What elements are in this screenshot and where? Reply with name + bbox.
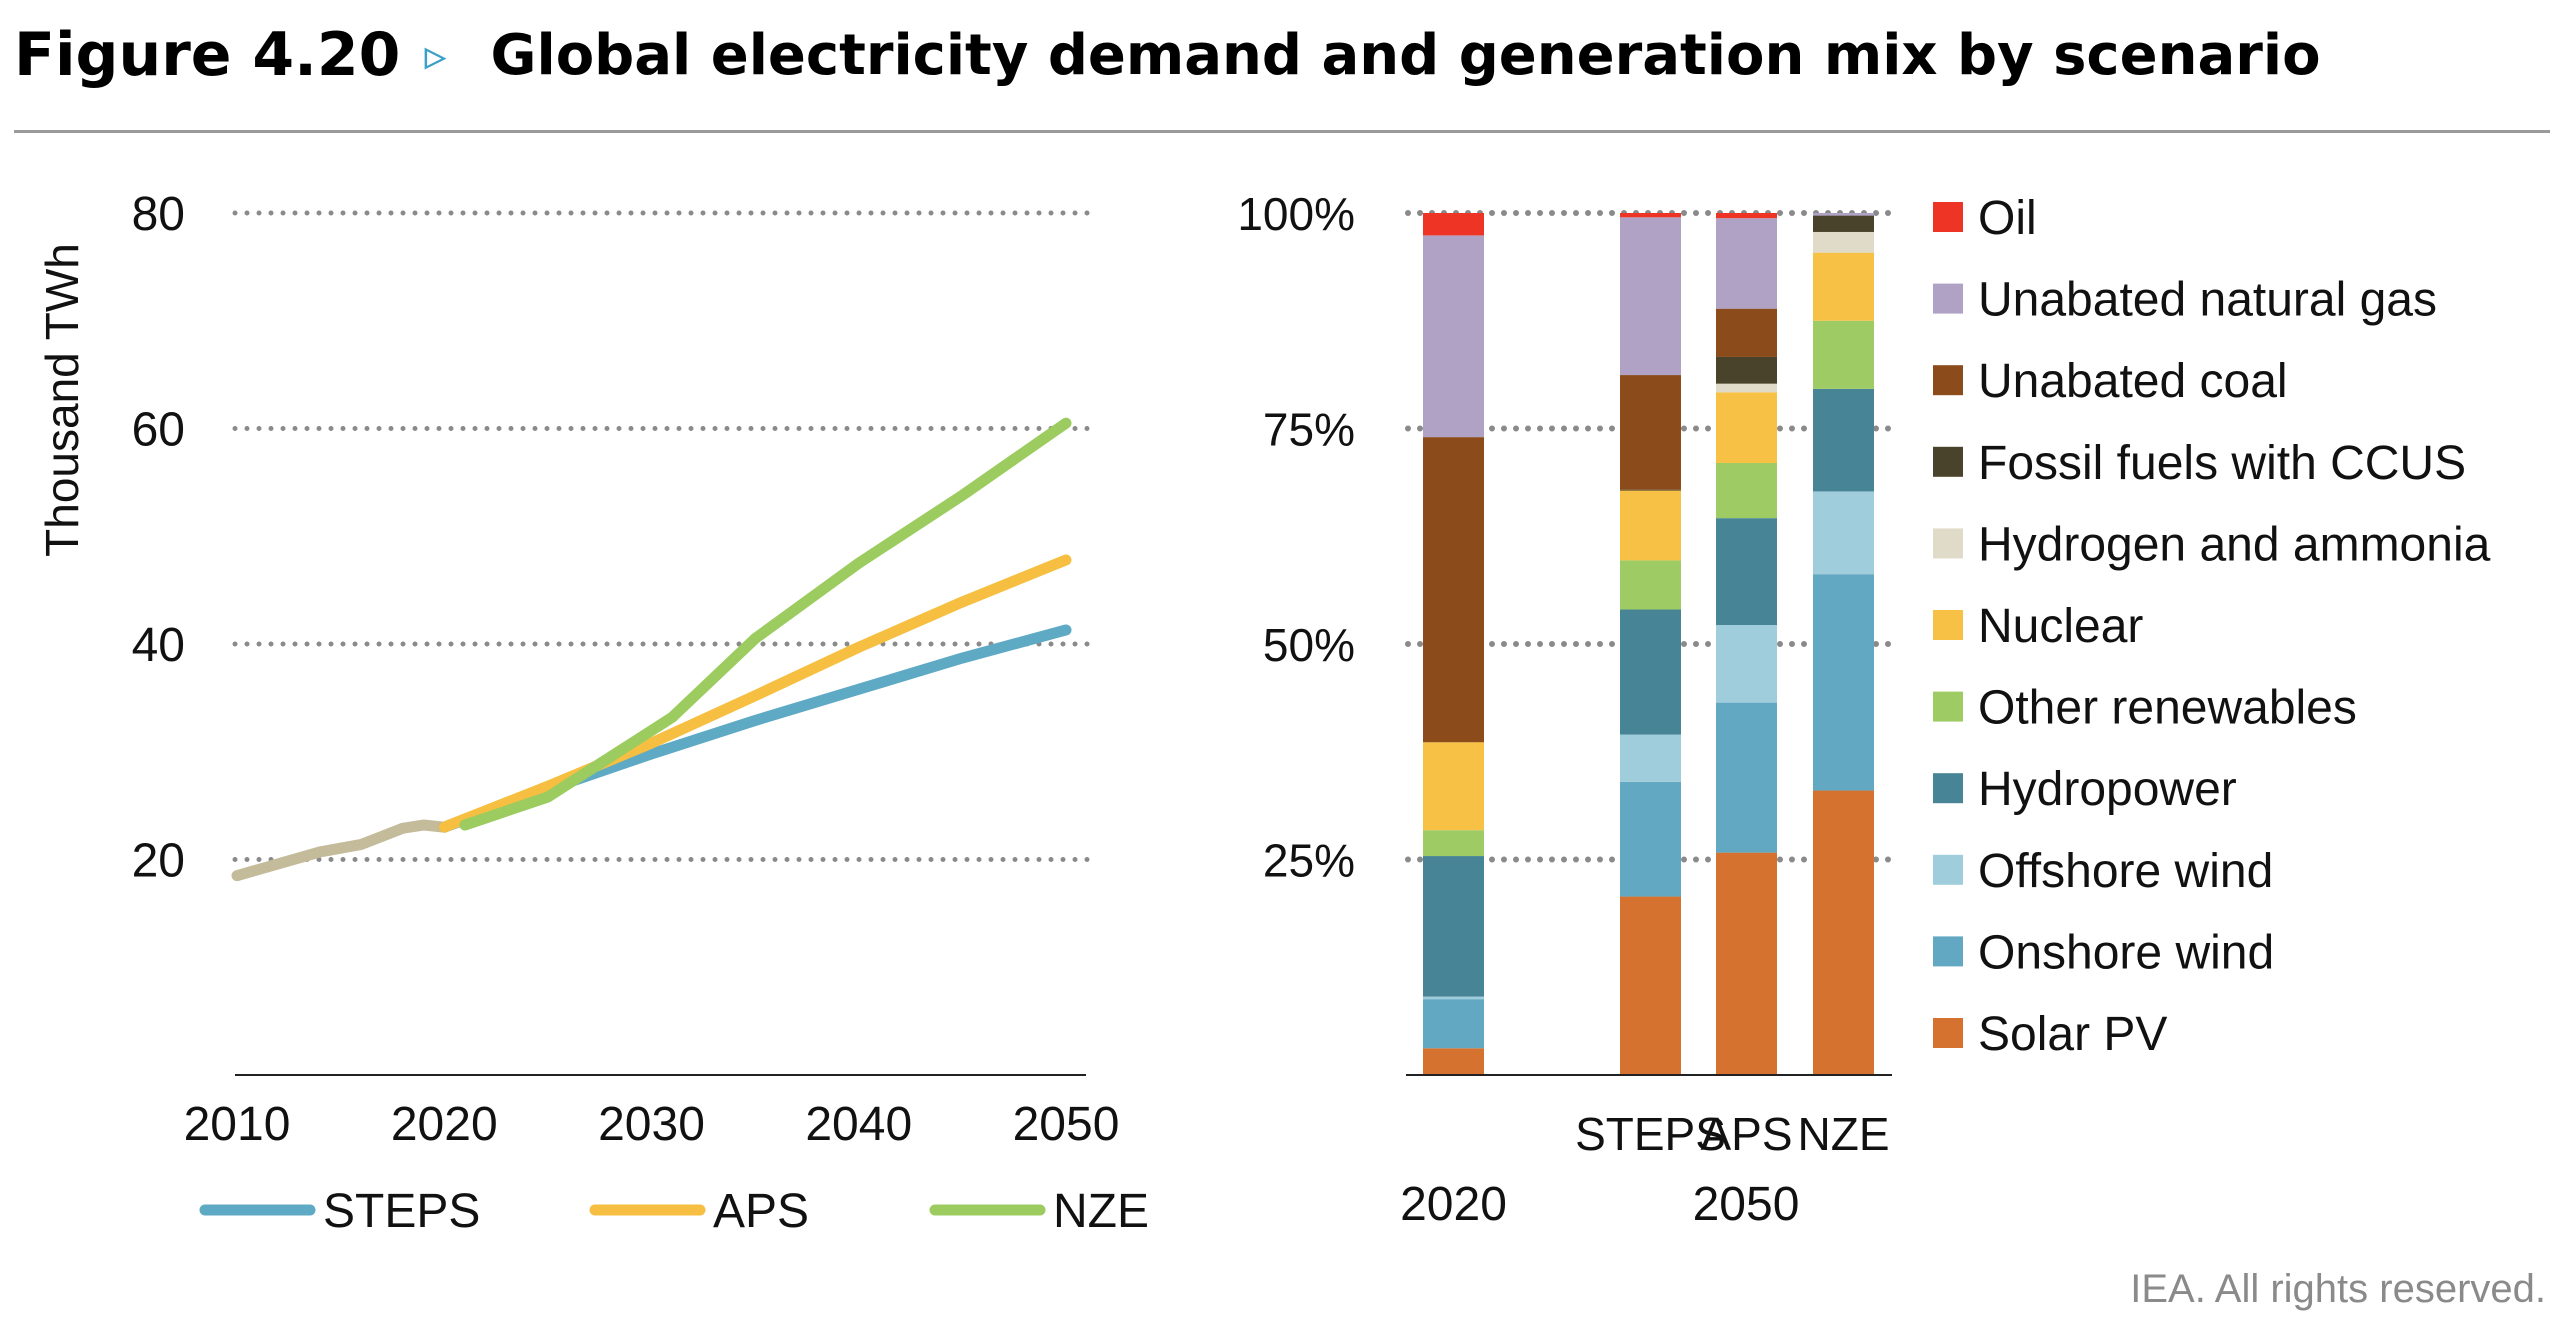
legend-swatch-other-renewables (1933, 691, 1963, 722)
bar-segment-hydropower (1423, 856, 1484, 997)
y-tick-label: 60 (132, 404, 185, 457)
legend-label: Offshore wind (1978, 845, 2273, 898)
bar-segment-nuclear (1813, 252, 1874, 321)
legend-label-nze: NZE (1053, 1185, 1149, 1238)
bar-segment-nuclear (1716, 392, 1777, 463)
y-tick-label: 40 (132, 619, 185, 672)
legend-swatch-hydrogen-and-ammonia (1933, 528, 1963, 559)
legend-label: Fossil fuels with CCUS (1978, 437, 2466, 490)
bar-segment-fossil-fuels-with-ccus (1716, 356, 1777, 384)
figure-number: Figure 4.20 (14, 20, 401, 90)
bar-segment-solar-pv (1813, 790, 1874, 1075)
x-tick-label: 2010 (184, 1098, 291, 1151)
x-tick-label: 2040 (805, 1098, 912, 1151)
bar-segment-oil (1423, 213, 1484, 236)
bar-segment-solar-pv (1423, 1048, 1484, 1075)
bar-segment-unabated-natural-gas (1813, 213, 1874, 216)
x-tick-label: STEPS (1575, 1108, 1726, 1160)
bar-segment-offshore-wind (1620, 734, 1681, 782)
bar-segment-oil (1620, 213, 1681, 218)
legend-label: Unabated natural gas (1978, 274, 2437, 327)
legend-label: Unabated coal (1978, 355, 2288, 408)
legend-swatch-offshore-wind (1933, 854, 1963, 885)
y-tick-label: 50% (1263, 619, 1355, 671)
group-label: 2020 (1400, 1178, 1507, 1231)
arrow-icon: ▹ (424, 30, 447, 80)
bar-segment-onshore-wind (1423, 999, 1484, 1049)
y-axis-label: Thousand TWh (36, 243, 88, 557)
y-tick-label: 80 (132, 188, 185, 241)
legend-label-aps: APS (713, 1185, 809, 1238)
bar-segment-hydropower (1813, 388, 1874, 492)
x-tick-label: APS (1700, 1108, 1792, 1160)
bar-segment-unabated-natural-gas (1716, 218, 1777, 309)
figure-header: Figure 4.20 ▹ Global electricity demand … (14, 10, 2321, 100)
legend-label: Solar PV (1978, 1008, 2167, 1061)
y-tick-label: 100% (1237, 188, 1355, 240)
bar-segment-onshore-wind (1620, 781, 1681, 897)
bar-segment-offshore-wind (1813, 491, 1874, 575)
bar-segment-oil (1716, 213, 1777, 219)
legend-swatch-hydropower (1933, 773, 1963, 804)
series-line-aps (438, 554, 1072, 833)
bar-segment-hydrogen-and-ammonia (1813, 231, 1874, 253)
bar-segment-other-renewables (1716, 462, 1777, 519)
legend-label-steps: STEPS (323, 1185, 480, 1238)
series-line-nze (459, 417, 1072, 831)
x-tick-label: 2050 (1013, 1098, 1120, 1151)
bar-segment-fossil-fuels-with-ccus (1813, 215, 1874, 232)
bar-segment-onshore-wind (1813, 574, 1874, 791)
legend-label: Nuclear (1978, 600, 2143, 653)
group-label: 2050 (1693, 1178, 1800, 1231)
y-tick-label: 20 (132, 835, 185, 888)
legend-label: Oil (1978, 192, 2037, 245)
legend-swatch-oil (1933, 202, 1963, 232)
bar-segment-other-renewables (1813, 320, 1874, 389)
bar-segment-unabated-coal (1423, 437, 1484, 743)
header-divider (14, 130, 2550, 133)
bar-segment-hydropower (1716, 518, 1777, 626)
legend-swatch-fossil-fuels-with-ccus (1933, 446, 1963, 477)
legend-swatch-onshore-wind (1933, 936, 1963, 967)
bar-segment-hydrogen-and-ammonia (1716, 383, 1777, 393)
legend-swatch-unabated-natural-gas (1933, 283, 1963, 314)
x-tick-label: NZE (1798, 1108, 1890, 1160)
figure-title: Global electricity demand and generation… (490, 22, 2321, 88)
legend-label: Onshore wind (1978, 926, 2274, 979)
bar-segment-unabated-natural-gas (1620, 217, 1681, 376)
legend-swatch-solar-pv (1933, 1018, 1963, 1048)
bar-segment-offshore-wind (1716, 625, 1777, 703)
legend-label: Hydropower (1978, 763, 2237, 816)
bar-segment-other-renewables (1423, 830, 1484, 857)
bar-segment-unabated-natural-gas (1423, 235, 1484, 438)
history-line (231, 819, 450, 882)
y-tick-label: 25% (1263, 835, 1355, 887)
bar-segment-solar-pv (1716, 852, 1777, 1075)
copyright-note: IEA. All rights reserved. (2130, 1267, 2546, 1311)
x-tick-label: 2030 (598, 1098, 705, 1151)
legend-label: Other renewables (1978, 682, 2357, 735)
legend-swatch-nuclear (1933, 610, 1963, 640)
bar-segment-nuclear (1423, 742, 1484, 831)
y-tick-label: 75% (1263, 404, 1355, 456)
bar-segment-solar-pv (1620, 896, 1681, 1075)
legend-swatch-unabated-coal (1933, 365, 1963, 396)
bar-segment-offshore-wind (1423, 996, 1484, 1000)
bar-segment-unabated-coal (1716, 308, 1777, 357)
bar-segment-unabated-coal (1620, 375, 1681, 490)
bar-segment-other-renewables (1620, 560, 1681, 610)
bar-segment-nuclear (1620, 490, 1681, 561)
bar-segment-onshore-wind (1716, 702, 1777, 853)
x-tick-label: 2020 (391, 1098, 498, 1151)
bar-segment-fossil-fuels-with-ccus (1620, 489, 1681, 491)
bar-segment-hydropower (1620, 609, 1681, 735)
legend-label: Hydrogen and ammonia (1978, 518, 2491, 571)
